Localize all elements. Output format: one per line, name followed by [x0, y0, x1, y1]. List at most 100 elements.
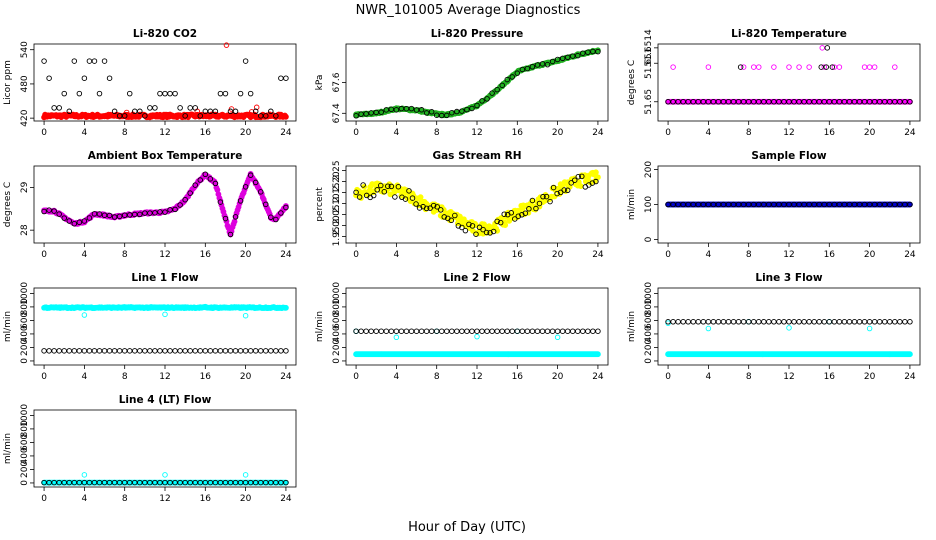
- data-point: [116, 348, 123, 354]
- y-tick-label: 29: [20, 181, 30, 193]
- y-axis-label: degrees C: [3, 182, 13, 227]
- x-tick-label: 12: [159, 250, 170, 260]
- data-point: [71, 220, 78, 227]
- data-point: [152, 210, 158, 216]
- data-point: [571, 177, 578, 183]
- data-point: [398, 328, 405, 334]
- series-hourly: [665, 319, 913, 325]
- data-point: [409, 195, 416, 201]
- data-point: [56, 348, 62, 354]
- data-point: [680, 319, 686, 325]
- x-tick-label: 12: [471, 372, 482, 382]
- x-tick-label: 20: [240, 372, 252, 382]
- data-point: [876, 319, 883, 325]
- data-point: [232, 108, 239, 115]
- x-tick-label: 0: [665, 372, 671, 382]
- data-point: [237, 90, 244, 97]
- data-point: [437, 207, 444, 213]
- data-point: [816, 319, 822, 325]
- data-point: [187, 190, 193, 196]
- data-point: [132, 348, 138, 354]
- data-point: [846, 319, 853, 325]
- data-point: [66, 218, 73, 224]
- data-point: [791, 319, 797, 325]
- x-tick-label: 24: [904, 128, 916, 138]
- data-point: [370, 192, 377, 199]
- y-tick-label: 600: [20, 312, 30, 329]
- data-point: [46, 348, 52, 354]
- y-tick-label: 1000: [644, 282, 654, 305]
- data-point: [593, 178, 599, 185]
- data-point: [373, 109, 379, 116]
- data-point: [519, 66, 526, 73]
- data-point: [388, 106, 395, 113]
- data-point: [569, 328, 576, 334]
- x-tick-label: 24: [904, 250, 916, 260]
- data-point: [539, 61, 546, 67]
- data-point: [590, 328, 596, 334]
- x-tick-label: 4: [394, 128, 400, 138]
- data-point: [177, 105, 183, 111]
- data-point: [539, 328, 546, 334]
- data-point: [907, 351, 913, 358]
- data-point: [106, 75, 113, 81]
- data-point: [568, 180, 574, 186]
- data-point: [222, 90, 229, 97]
- data-point: [690, 319, 697, 325]
- data-point: [202, 348, 209, 354]
- x-tick-label: 0: [665, 128, 671, 138]
- data-point: [474, 102, 480, 109]
- data-point: [836, 64, 843, 70]
- data-point: [278, 75, 284, 81]
- data-point: [766, 319, 772, 325]
- data-point: [502, 222, 509, 228]
- series-hourly: [353, 173, 599, 237]
- y-tick-label: 51.651: [644, 48, 654, 80]
- data-point: [418, 107, 425, 113]
- data-point: [81, 75, 88, 81]
- y-tick-label: 2.05: [332, 204, 342, 224]
- data-point: [353, 113, 359, 119]
- data-point: [771, 319, 777, 325]
- data-point: [550, 184, 557, 191]
- data-point: [737, 64, 744, 70]
- y-tick-label: 1000: [332, 282, 342, 305]
- data-point: [705, 319, 712, 325]
- data-point: [86, 215, 93, 221]
- x-tick-label: 16: [200, 128, 212, 138]
- data-point: [504, 76, 510, 83]
- data-point: [242, 472, 249, 478]
- data-point: [51, 105, 57, 111]
- series-main: [665, 351, 913, 358]
- x-tick-label: 8: [746, 372, 752, 382]
- data-point: [71, 58, 78, 64]
- x-tick-label: 0: [353, 250, 359, 260]
- y-tick-label: 480: [20, 75, 30, 92]
- data-point: [444, 328, 450, 334]
- data-point: [162, 209, 168, 215]
- y-tick-label: 2.00: [332, 215, 342, 235]
- y-tick-label: 800: [20, 298, 30, 315]
- data-point: [76, 348, 83, 354]
- data-point: [685, 319, 691, 325]
- data-point: [444, 112, 450, 119]
- data-point: [554, 190, 560, 197]
- x-tick-label: 4: [82, 128, 88, 138]
- data-point: [430, 202, 437, 209]
- data-point: [494, 328, 500, 334]
- x-tick-label: 20: [240, 250, 252, 260]
- data-point: [534, 62, 541, 68]
- y-axis-label: degrees C: [627, 60, 637, 105]
- data-point: [544, 328, 551, 334]
- data-point: [585, 49, 591, 56]
- data-point: [514, 328, 521, 334]
- data-point: [51, 348, 57, 354]
- x-tick-label: 16: [824, 372, 836, 382]
- panel-title: Line 1 Flow: [131, 272, 198, 284]
- x-tick-label: 16: [200, 250, 212, 260]
- data-point: [212, 180, 219, 187]
- data-point: [438, 328, 445, 334]
- data-point: [466, 221, 472, 228]
- data-point: [547, 198, 553, 205]
